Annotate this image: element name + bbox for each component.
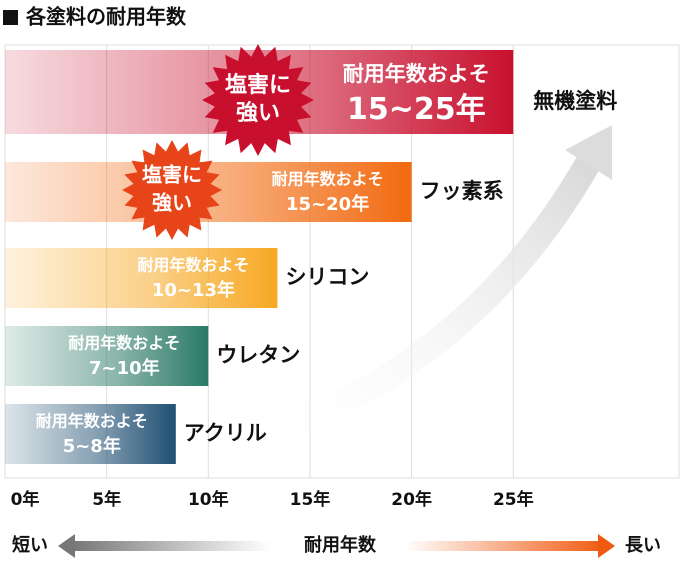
bar [5,326,209,386]
bar-note: 耐用年数およそ [137,256,249,275]
axis-caption: 耐用年数 [304,534,377,556]
bar-note: 耐用年数およそ [68,334,180,353]
x-tick-label: 5年 [92,489,121,510]
trend-arrow [246,153,602,453]
axis-long: 長い [625,535,661,556]
bar-note: 耐用年数およそ [36,412,148,431]
x-tick-label: 15年 [290,489,331,510]
bar-range: 5~8年 [63,435,121,457]
bar-range: 10~13年 [152,279,235,301]
chart-title: 各塗料の耐用年数 [25,5,187,29]
category-label: 無機塗料 [533,89,617,113]
badge-star [122,140,222,240]
x-tick-label: 0年 [11,489,40,510]
bar [5,248,278,308]
short-arrow [72,541,270,551]
short-arrow-head [58,534,75,558]
long-arrow-head [598,534,615,558]
badge-text: 塩害に [225,72,291,98]
x-tick-label: 25年 [493,489,534,510]
bar-note: 耐用年数およそ [272,170,384,189]
x-tick-label: 20年 [391,489,432,510]
title-square [3,10,18,25]
bar-range: 15~20年 [286,193,369,215]
axis-short: 短い [12,534,48,556]
long-arrow [405,541,605,551]
bar-note: 耐用年数およそ [343,62,490,86]
badge-star [202,44,314,156]
trend-arrow-head [565,125,612,180]
category-label: シリコン [285,265,369,289]
category-label: アクリル [184,421,267,445]
badge-text: 強い [236,100,280,126]
bar-range: 7~10年 [89,357,160,379]
badge-text: 強い [152,191,192,215]
bar [5,404,176,464]
x-tick-label: 10年 [188,489,229,510]
category-label: ウレタン [216,343,300,367]
bar-range: 15~25年 [347,92,486,127]
category-label: フッ素系 [420,179,504,203]
badge-text: 塩害に [142,163,202,187]
